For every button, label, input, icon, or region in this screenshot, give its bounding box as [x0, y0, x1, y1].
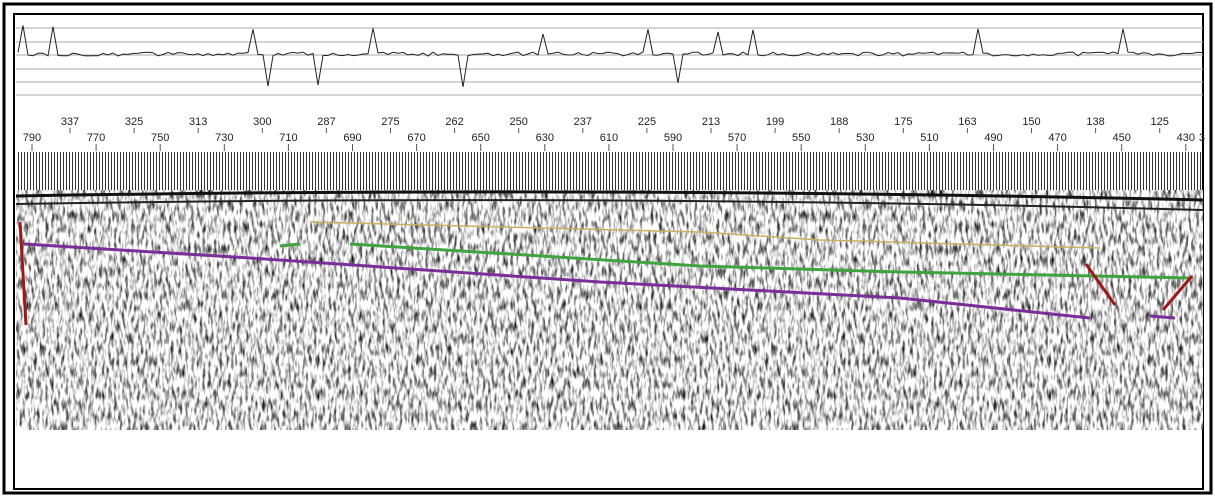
seafloor-multiple	[15, 199, 1204, 211]
shotpoint-label: 138	[1086, 116, 1104, 128]
axis-labels: 337 325 313 300 287 275 262 250 237 225 213 199 188 1…	[23, 116, 1205, 151]
trace-header	[16, 152, 1203, 190]
shotpoint-label: 313	[189, 116, 207, 128]
cdp-label: 490	[984, 132, 1002, 144]
shotpoint-label: 287	[317, 116, 335, 128]
cdp-label: 430	[1177, 132, 1195, 144]
cdp-label: 610	[600, 132, 618, 144]
statics-curve	[17, 25, 1204, 87]
cdp-label: 690	[343, 132, 361, 144]
seafloor	[15, 190, 1204, 202]
shotpoint-label: 163	[958, 116, 976, 128]
shotpoint-label: 188	[830, 116, 848, 128]
shotpoint-label: 150	[1022, 116, 1040, 128]
cdp-label: 530	[856, 132, 874, 144]
cdp-label: 450	[1113, 132, 1131, 144]
shotpoint-label: 199	[766, 116, 784, 128]
horizon-green	[279, 242, 1191, 280]
shotpoint-label: 225	[638, 116, 656, 128]
shotpoint-label: 250	[510, 116, 528, 128]
shotpoint-label: 300	[253, 116, 271, 128]
cdp-label: 790	[23, 132, 41, 144]
cdp-label: 3	[1199, 132, 1205, 144]
shotpoint-label: 237	[574, 116, 592, 128]
shotpoint-label: 175	[894, 116, 912, 128]
cdp-label: 570	[728, 132, 746, 144]
horizon-purple	[23, 242, 1176, 320]
shotpoint-label: 125	[1151, 116, 1169, 128]
cdp-label: 710	[279, 132, 297, 144]
cdp-label: 770	[87, 132, 105, 144]
cdp-label: 590	[664, 132, 682, 144]
horizon-yellow	[309, 221, 1101, 249]
shotpoint-label: 262	[445, 116, 463, 128]
cdp-label: 510	[920, 132, 938, 144]
cdp-label: 670	[407, 132, 425, 144]
faults	[18, 221, 1194, 326]
shotpoint-label: 337	[61, 116, 79, 128]
cdp-label: 650	[472, 132, 490, 144]
shotpoint-label: 275	[381, 116, 399, 128]
shotpoint-label: 325	[125, 116, 143, 128]
shotpoint-label: 213	[702, 116, 720, 128]
cdp-label: 730	[215, 132, 233, 144]
cdp-label: 630	[536, 132, 554, 144]
cdp-label: 550	[792, 132, 810, 144]
cdp-label: 750	[151, 132, 169, 144]
cdp-label: 470	[1048, 132, 1066, 144]
